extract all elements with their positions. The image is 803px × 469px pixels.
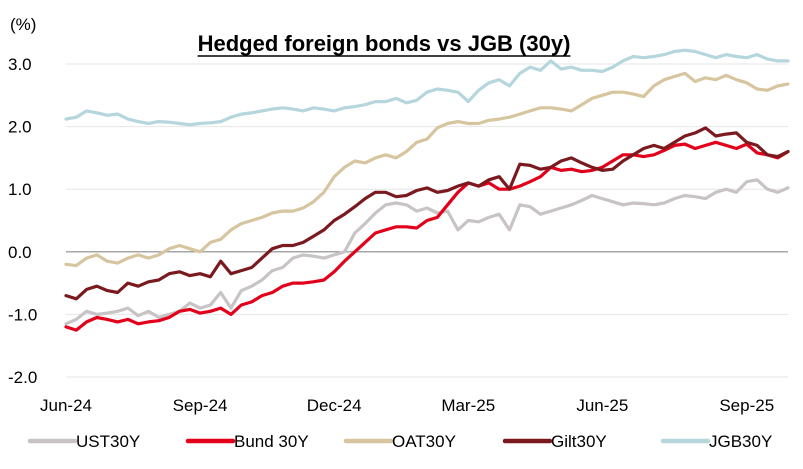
chart-title: Hedged foreign bonds vs JGB (30y) bbox=[198, 31, 571, 56]
series-line-gilt30y bbox=[64, 126, 790, 301]
legend-label-jgb30y: JGB30Y bbox=[709, 432, 772, 451]
series-lines bbox=[64, 48, 790, 332]
x-tick-label: Sep-24 bbox=[173, 396, 228, 415]
y-unit-label: (%) bbox=[10, 15, 36, 34]
y-tick-label: 0.0 bbox=[8, 243, 32, 262]
x-tick-label: Mar-25 bbox=[441, 396, 495, 415]
legend-label-gilt30y: Gilt30Y bbox=[551, 432, 607, 451]
series-line-ust30y bbox=[64, 178, 790, 326]
series-line-bund-30y bbox=[64, 140, 790, 332]
series-line-oat30y bbox=[64, 71, 790, 268]
y-tick-label: -2.0 bbox=[8, 368, 37, 387]
x-tick-label: Dec-24 bbox=[307, 396, 362, 415]
x-tick-label: Jun-24 bbox=[40, 396, 92, 415]
legend-label-ust30y: UST30Y bbox=[76, 432, 140, 451]
legend-label-oat30y: OAT30Y bbox=[392, 432, 456, 451]
series-line-jgb30y bbox=[64, 48, 790, 127]
gridlines bbox=[66, 63, 788, 378]
y-tick-label: 3.0 bbox=[8, 55, 32, 74]
y-tick-label: 2.0 bbox=[8, 118, 32, 137]
x-tick-label: Jun-25 bbox=[576, 396, 628, 415]
y-tick-label: 1.0 bbox=[8, 180, 32, 199]
y-tick-label: -1.0 bbox=[8, 305, 37, 324]
legend: UST30Y Bund 30Y OAT30Y Gilt30Y JGB30Y bbox=[27, 432, 772, 451]
x-tick-label: Sep-25 bbox=[719, 396, 774, 415]
legend-label-bund-30y: Bund 30Y bbox=[234, 432, 309, 451]
